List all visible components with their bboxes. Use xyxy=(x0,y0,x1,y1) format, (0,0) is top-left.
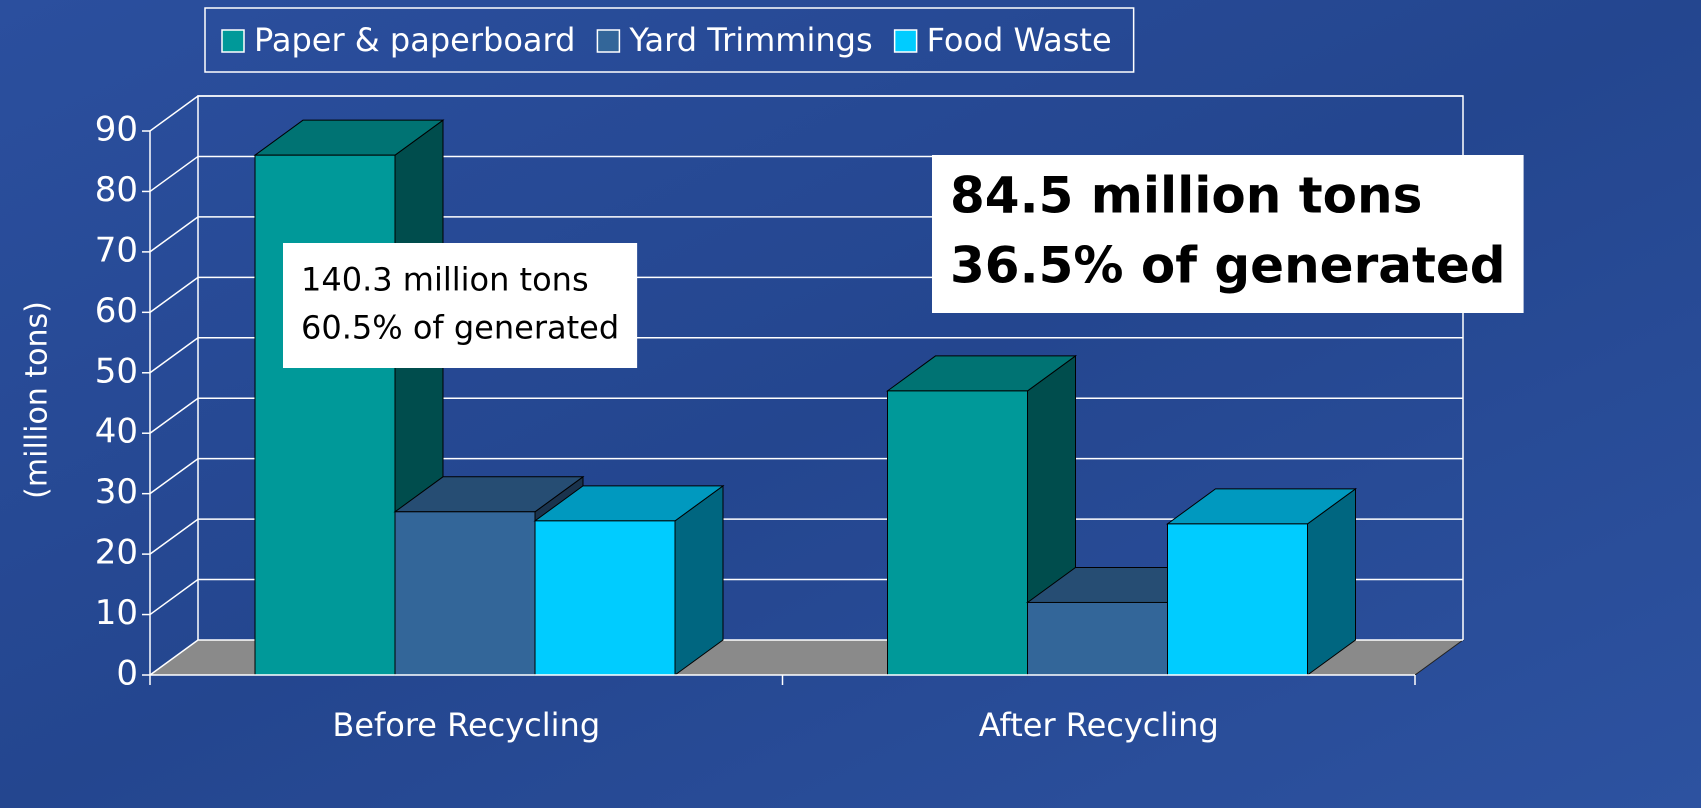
legend-label: Yard Trimmings xyxy=(628,21,872,59)
y-tick-label: 50 xyxy=(95,351,138,391)
bar-front xyxy=(254,154,396,676)
y-tick-label: 70 xyxy=(95,230,138,270)
bar xyxy=(1165,487,1358,676)
annotation-box xyxy=(283,243,638,368)
grid-line xyxy=(149,337,1463,374)
y-tick-label: 80 xyxy=(95,170,138,210)
y-axis-label: (million tons) xyxy=(20,301,55,499)
legend-swatch xyxy=(596,29,621,53)
y-tick-label: 40 xyxy=(95,412,138,452)
annotation: 84.5 million tons 36.5% of generated xyxy=(932,155,1524,313)
y-tick-label: 60 xyxy=(95,291,138,331)
bar-front xyxy=(887,390,1028,676)
annotation-text: 84.5 million tons xyxy=(950,167,1422,225)
legend-label: Paper & paperboard xyxy=(254,21,575,59)
annotation-text: 60.5% of generated xyxy=(301,309,619,347)
annotation-text: 36.5% of generated xyxy=(950,237,1506,295)
x-tick-label: Before Recycling xyxy=(332,706,600,744)
y-tick-label: 90 xyxy=(95,110,138,150)
annotation: 140.3 million tons 60.5% of generated xyxy=(283,243,638,368)
bar-front xyxy=(394,511,536,676)
grid-line xyxy=(149,95,1463,132)
bar xyxy=(533,484,725,676)
y-tick-label: 10 xyxy=(95,593,138,633)
legend-box xyxy=(204,7,1135,73)
y-tick-label: 0 xyxy=(116,654,138,694)
bar-front xyxy=(1027,601,1168,676)
y-tick-label: 20 xyxy=(95,533,138,573)
legend-swatch xyxy=(893,29,918,53)
bar-front xyxy=(534,520,676,676)
legend-swatch xyxy=(221,29,245,53)
y-tick-label: 30 xyxy=(95,472,138,512)
x-tick-label: After Recycling xyxy=(979,706,1219,744)
plot-front: 0 10 20 30 40 50 60 70 80 90 Before Recycling After… xyxy=(95,7,1524,744)
legend-label: Food Waste xyxy=(927,21,1112,59)
annotation-text: 140.3 million tons xyxy=(301,261,589,299)
annotation-box xyxy=(932,155,1524,313)
bar-front xyxy=(1167,523,1308,676)
legend: Paper & paperboard Yard Trimmings Food Was… xyxy=(204,7,1135,73)
